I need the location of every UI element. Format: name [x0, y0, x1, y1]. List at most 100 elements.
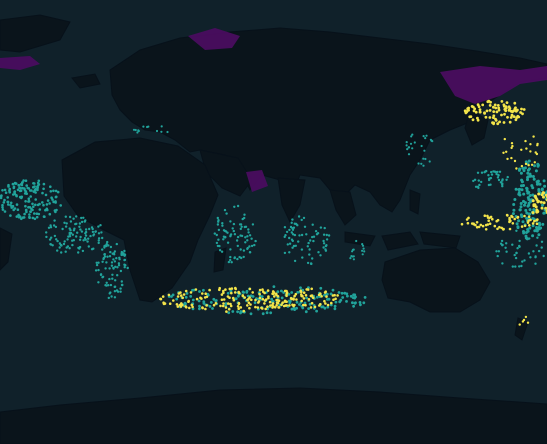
point-mid: [189, 295, 193, 298]
point-mid: [506, 175, 509, 179]
point-mid: [290, 221, 293, 224]
point-mid: [529, 174, 533, 178]
point-mid: [104, 267, 107, 270]
point-mid: [541, 222, 545, 226]
point-mid: [295, 222, 298, 226]
point-mid: [55, 238, 58, 241]
point-mid: [325, 292, 329, 296]
point-mid: [428, 160, 431, 163]
point-high: [532, 135, 535, 138]
point-mid: [519, 202, 523, 205]
point-mid: [32, 205, 35, 208]
point-mid: [527, 201, 531, 205]
point-mid: [295, 306, 298, 310]
point-high: [488, 116, 492, 119]
point-mid: [53, 219, 56, 222]
point-mid: [90, 248, 94, 251]
point-high: [271, 303, 274, 307]
point-mid: [45, 203, 49, 206]
point-high: [488, 109, 492, 112]
point-high: [247, 301, 251, 305]
point-high: [307, 298, 311, 301]
point-mid: [4, 191, 8, 194]
point-high: [325, 295, 328, 298]
point-mid: [117, 262, 121, 265]
point-high: [237, 301, 241, 305]
point-high: [195, 297, 199, 301]
point-mid: [27, 206, 30, 209]
point-mid: [248, 251, 252, 254]
point-mid: [13, 207, 17, 210]
point-mid: [324, 244, 328, 248]
point-mid: [476, 185, 480, 188]
point-mid: [71, 243, 74, 247]
point-high: [510, 156, 513, 160]
point-mid: [34, 191, 37, 194]
point-mid: [97, 237, 101, 240]
point-mid: [543, 184, 547, 188]
point-mid: [75, 235, 78, 238]
point-high: [264, 307, 268, 311]
point-mid: [349, 294, 353, 298]
point-mid: [227, 311, 231, 315]
point-high: [536, 142, 539, 146]
point-mid: [19, 189, 23, 192]
point-mid: [65, 222, 68, 225]
point-high: [507, 105, 511, 109]
point-mid: [26, 186, 30, 190]
point-mid: [349, 257, 352, 260]
point-mid: [524, 160, 528, 164]
point-mid: [110, 295, 113, 298]
point-mid: [315, 309, 318, 313]
point-mid: [422, 157, 425, 160]
point-high: [541, 191, 545, 195]
point-mid: [296, 291, 300, 294]
point-high: [285, 289, 288, 293]
point-mid: [361, 244, 365, 247]
point-mid: [333, 307, 337, 311]
point-high: [191, 305, 194, 309]
point-high: [520, 148, 523, 151]
point-mid: [362, 247, 365, 250]
land-australia: [381, 247, 491, 313]
point-mid: [231, 310, 235, 313]
point-high: [292, 304, 295, 308]
point-mid: [520, 178, 524, 182]
point-mid: [36, 181, 40, 185]
point-mid: [306, 245, 309, 248]
point-mid: [114, 279, 117, 282]
point-mid: [285, 230, 289, 234]
point-mid: [202, 288, 205, 292]
point-mid: [120, 283, 124, 287]
point-mid: [523, 259, 526, 262]
point-mid: [29, 210, 32, 213]
point-mid: [31, 216, 35, 220]
point-mid: [43, 215, 46, 218]
point-mid: [91, 227, 94, 231]
point-high: [201, 292, 204, 295]
point-mid: [84, 234, 88, 237]
point-mid: [358, 301, 362, 304]
point-mid: [108, 277, 111, 281]
point-mid: [99, 273, 103, 277]
point-high: [205, 304, 208, 307]
point-high: [177, 292, 181, 295]
point-mid: [42, 203, 45, 207]
point-mid: [517, 219, 521, 223]
point-mid: [478, 183, 481, 187]
point-mid: [221, 222, 224, 225]
point-high: [218, 286, 221, 290]
point-mid: [363, 296, 367, 299]
point-high: [261, 307, 264, 310]
point-mid: [64, 250, 67, 253]
point-mid: [359, 303, 362, 307]
point-mid: [7, 203, 10, 206]
point-mid: [405, 144, 408, 147]
point-mid: [13, 192, 17, 196]
point-mid: [496, 254, 499, 258]
point-mid: [147, 125, 150, 128]
point-mid: [111, 277, 114, 280]
point-high: [468, 115, 472, 119]
